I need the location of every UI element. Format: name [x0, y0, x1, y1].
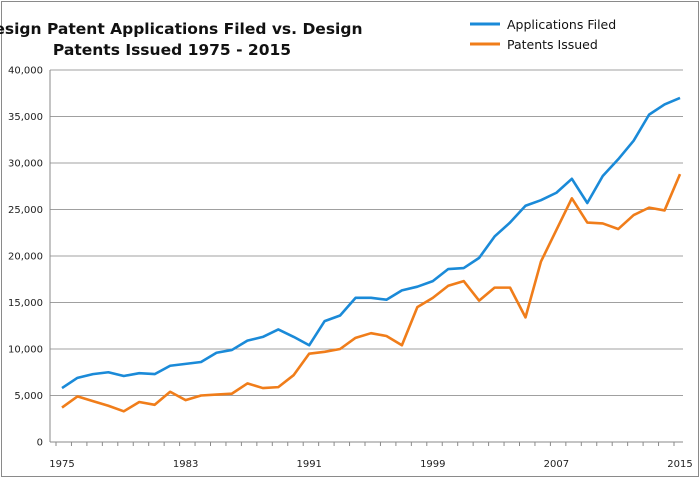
y-tick-label: 0 [37, 438, 43, 449]
x-tick-label: 1999 [420, 459, 445, 470]
y-tick-label: 40,000 [8, 66, 43, 77]
y-tick-label: 5,000 [14, 391, 43, 402]
x-tick-label: 2015 [667, 459, 692, 470]
chart-title-line-2: Patents Issued 1975 - 2015 [53, 41, 291, 59]
legend-label-applications: Applications Filed [507, 17, 616, 32]
y-tick-label: 15,000 [8, 298, 43, 309]
y-tick-label: 25,000 [8, 205, 43, 216]
y-tick-label: 35,000 [8, 112, 43, 123]
y-tick-label: 20,000 [8, 252, 43, 263]
y-tick-label: 30,000 [8, 159, 43, 170]
x-tick-label: 1983 [173, 459, 198, 470]
chart-title-line-1: Design Patent Applications Filed vs. Des… [0, 20, 362, 38]
x-tick-label: 1975 [49, 459, 74, 470]
x-tick-label: 2007 [544, 459, 569, 470]
x-tick-label: 1991 [296, 459, 321, 470]
series-line-applications-filed [61, 96, 681, 390]
legend-label-patents: Patents Issued [507, 37, 598, 52]
y-tick-label: 10,000 [8, 345, 43, 356]
